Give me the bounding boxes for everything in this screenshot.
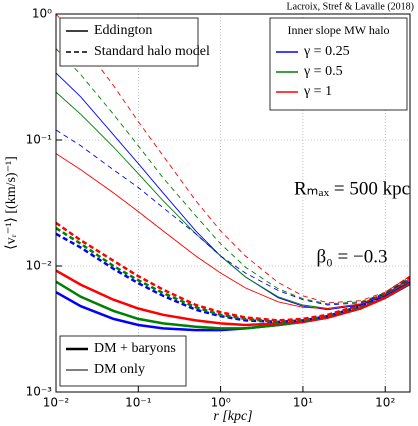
legend-box xyxy=(59,17,199,67)
x-tick-label: 10⁻² xyxy=(43,396,70,410)
legend-label: γ = 0.25 xyxy=(303,44,350,59)
annotation: β₀ = −0.3 xyxy=(317,246,388,267)
y-tick-label: 10⁰ xyxy=(32,7,52,21)
y-axis-label: ⟨vᵣ⁻¹⟩ [(km/s)⁻¹] xyxy=(4,156,19,250)
annotation: Rₘₐₓ = 500 kpc xyxy=(294,178,410,199)
x-tick-label: 10² xyxy=(375,396,395,410)
legend-box xyxy=(59,335,187,387)
legend-label: Standard halo model xyxy=(94,44,210,59)
series-line xyxy=(56,48,410,305)
plot-lines xyxy=(56,14,410,332)
series-line xyxy=(56,91,410,309)
legend-title: Inner slope MW halo xyxy=(287,23,389,37)
x-tick-label: 10⁻¹ xyxy=(125,396,152,410)
x-tick-label: 10⁰ xyxy=(211,396,231,410)
plot-frame xyxy=(55,13,411,393)
legend-label: DM + baryons xyxy=(94,341,176,356)
series-line xyxy=(56,14,410,304)
legend-box xyxy=(269,17,408,111)
y-tick-label: 10⁻² xyxy=(26,259,53,273)
x-axis-label: r [kpc] xyxy=(213,409,252,424)
legend-label: γ = 0.5 xyxy=(303,64,343,79)
y-tick-label: 10⁻¹ xyxy=(26,133,53,147)
y-tick-label: 10⁻³ xyxy=(26,385,53,399)
credit: Lacroix, Stref & Lavalle (2018) xyxy=(287,1,414,12)
legend-label: Eddington xyxy=(94,23,152,38)
legend-label: γ = 1 xyxy=(303,84,332,99)
legend-label: DM only xyxy=(94,362,145,377)
series-line xyxy=(56,221,410,322)
series-line xyxy=(56,129,410,306)
series-line xyxy=(56,269,410,327)
series-line xyxy=(56,153,410,309)
x-tick-label: 10¹ xyxy=(293,396,313,410)
